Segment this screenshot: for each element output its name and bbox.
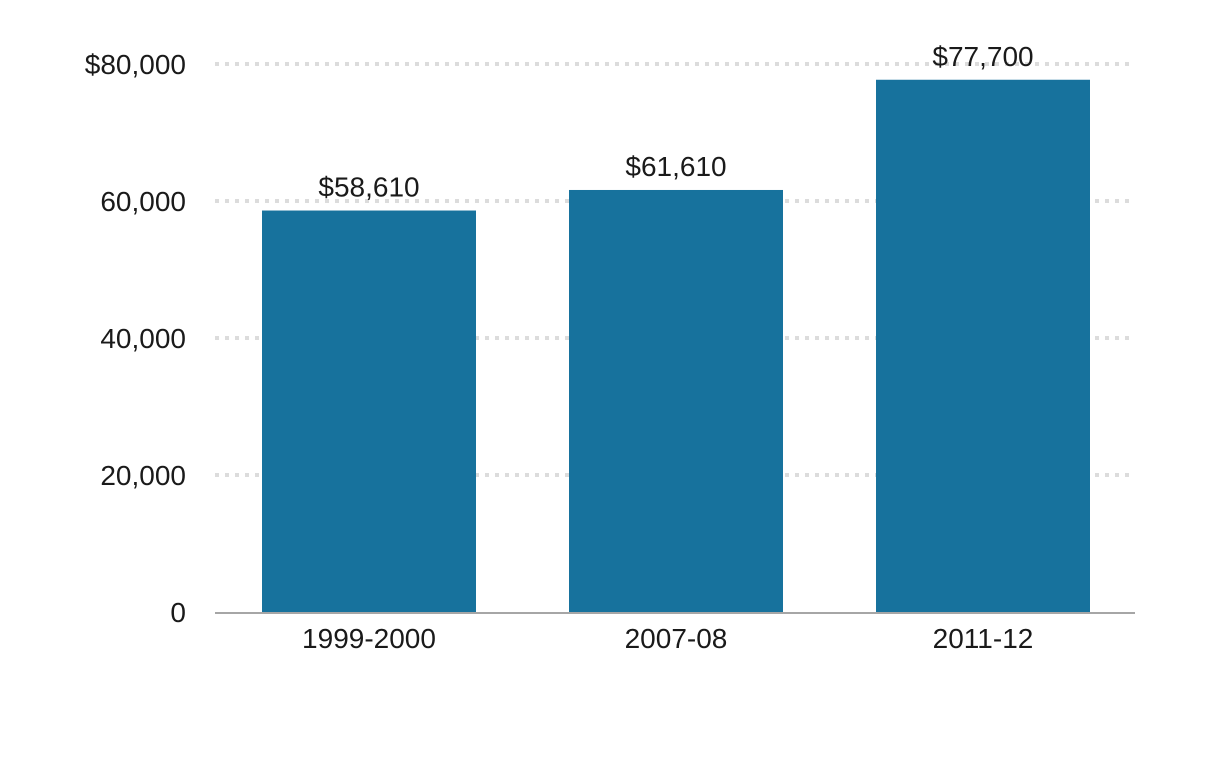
x-axis-category-labels: 1999-2000 2007-08 2011-12 (302, 623, 1033, 654)
x-tick-label: 1999-2000 (302, 623, 436, 654)
bar-value-labels: $58,610 $61,610 $77,700 (318, 41, 1033, 203)
bars (262, 79, 1090, 613)
bar-value-label: $58,610 (318, 172, 419, 203)
y-tick-label: 20,000 (100, 460, 186, 491)
x-tick-label: 2007-08 (625, 623, 728, 654)
y-tick-label: 0 (170, 597, 186, 628)
x-tick-label: 2011-12 (933, 623, 1034, 654)
bar-2007-08 (569, 189, 783, 612)
bar-2011-12 (876, 79, 1090, 612)
y-tick-label: $80,000 (85, 49, 186, 80)
bar-value-label: $77,700 (932, 41, 1033, 72)
bar-value-label: $61,610 (625, 151, 726, 182)
y-axis-tick-labels: 0 20,000 40,000 60,000 $80,000 (85, 49, 186, 628)
y-tick-label: 40,000 (100, 323, 186, 354)
bar-1999-2000 (262, 210, 476, 613)
y-tick-label: 60,000 (100, 186, 186, 217)
